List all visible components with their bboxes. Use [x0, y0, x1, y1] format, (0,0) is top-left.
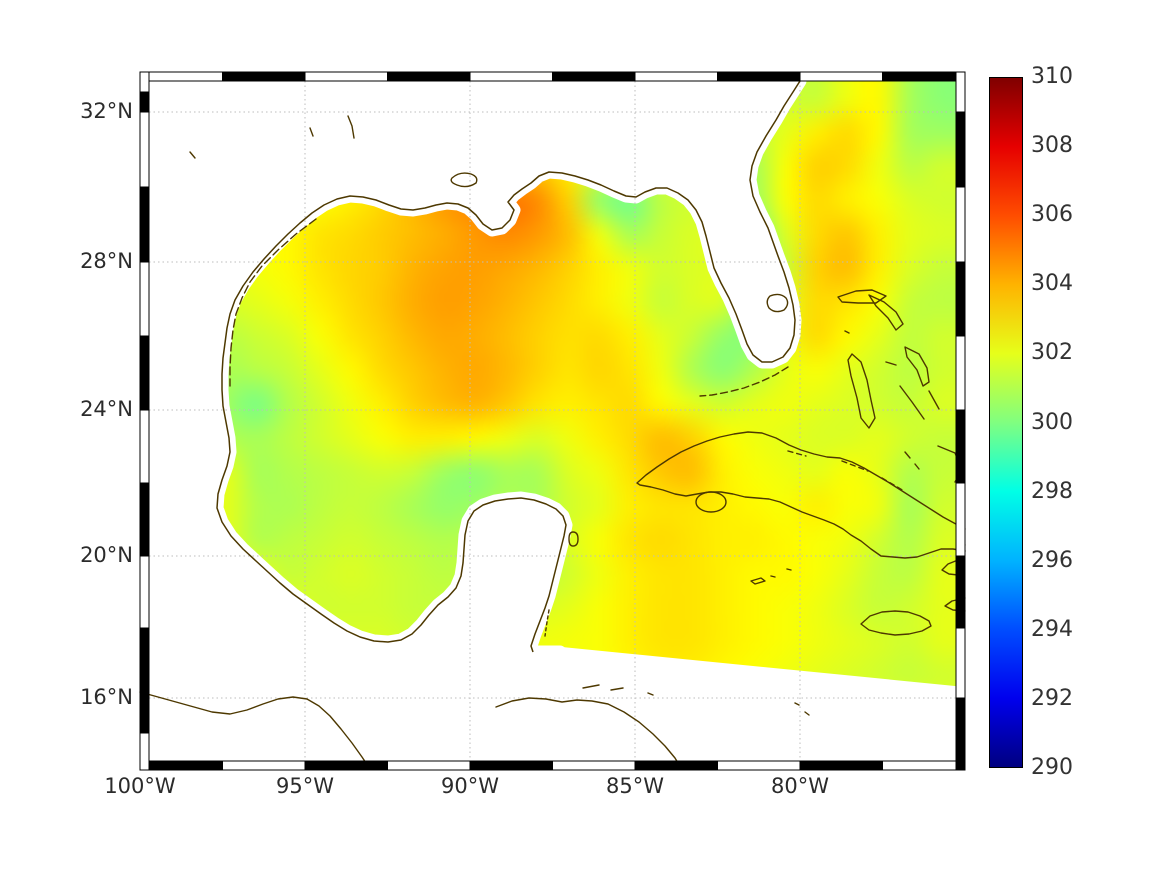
frame-right-black [955, 409, 966, 484]
x-tick-label: 80°W [771, 774, 829, 798]
y-tick-label: 28°N [80, 249, 133, 273]
frame-left-white [139, 555, 150, 629]
y-tick-label: 16°N [80, 685, 133, 709]
frame-top-white [139, 71, 223, 82]
frame-top-black [387, 71, 471, 82]
frame-left-black [139, 91, 150, 113]
colorbar-tick-label: 304 [1031, 271, 1073, 297]
y-tick-label: 32°N [80, 99, 133, 123]
x-tick-label: 90°W [441, 774, 499, 798]
colorbar-tick-label: 292 [1031, 685, 1073, 711]
frame-left-black [139, 335, 150, 411]
frame-right-white [955, 627, 966, 699]
frame-right-black [955, 111, 966, 188]
frame-bottom-black [139, 760, 223, 771]
colorbar-tick-label: 300 [1031, 409, 1073, 435]
frame-right-white [955, 482, 966, 557]
frame-top-white [469, 71, 553, 82]
frame-right-black [955, 261, 966, 337]
colorbar-tick-label: 310 [1031, 64, 1073, 89]
colorbar-tick-label: 308 [1031, 133, 1073, 159]
frame-left-black [139, 186, 150, 263]
frame-left-white [139, 71, 150, 93]
frame-top-black [882, 71, 966, 82]
frame-right-white [955, 335, 966, 411]
frame-bottom-black [634, 760, 718, 771]
frame-right-black [955, 697, 966, 771]
colorbar-tick-label: 302 [1031, 340, 1073, 366]
frame-top-white [304, 71, 388, 82]
colorbar-tick-label: 306 [1031, 202, 1073, 228]
frame-top-black [552, 71, 636, 82]
frame-bottom-black [304, 760, 388, 771]
x-tick-label: 85°W [606, 774, 664, 798]
frame-left-white [139, 732, 150, 771]
frame-left-black [139, 627, 150, 734]
x-tick-label: 95°W [276, 774, 334, 798]
y-tick-label: 20°N [80, 543, 133, 567]
frame-right-white [955, 71, 966, 113]
frame-bottom-white [552, 760, 636, 771]
x-tick-label: 100°W [104, 774, 176, 798]
frame-left-white [139, 409, 150, 484]
colorbar-tick-label: 290 [1031, 755, 1073, 780]
frame-left-black [139, 482, 150, 557]
frame-left-white [139, 261, 150, 337]
frame-right-black [955, 555, 966, 629]
frame-left-white [139, 111, 150, 188]
colorbar-tick-label: 294 [1031, 616, 1073, 642]
frame-top-white [799, 71, 883, 82]
frame-right-white [955, 186, 966, 263]
frame-bottom-black [469, 760, 553, 771]
frame-bottom-white [387, 760, 471, 771]
frame-top-black [717, 71, 801, 82]
sst-heatmap [149, 81, 956, 761]
y-tick-label: 24°N [80, 397, 133, 421]
frame-bottom-black [799, 760, 883, 771]
colorbar-tick-label: 296 [1031, 547, 1073, 573]
frame-bottom-white [222, 760, 306, 771]
frame-top-black [222, 71, 306, 82]
frame-top-white [634, 71, 718, 82]
frame-bottom-white [717, 760, 801, 771]
colorbar [989, 77, 1023, 768]
colorbar-tick-label: 298 [1031, 478, 1073, 504]
frame-bottom-white [882, 760, 966, 771]
